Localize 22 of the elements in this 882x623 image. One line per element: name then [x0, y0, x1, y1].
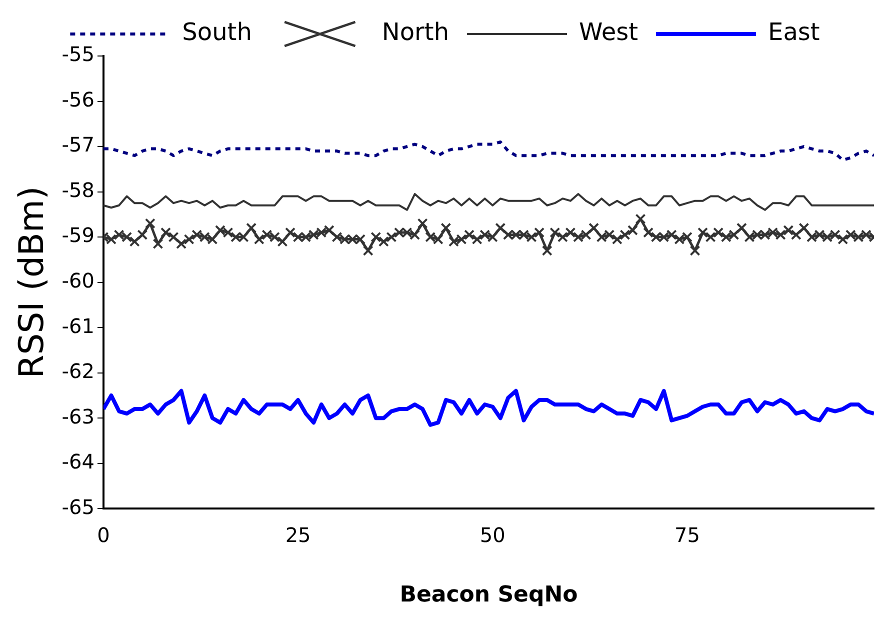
- y-tick-label: -58: [62, 178, 94, 202]
- x-tick-label: 50: [480, 522, 506, 547]
- x-tick-label: 0: [97, 522, 110, 547]
- y-axis-title: RSSI (dBm): [12, 186, 52, 378]
- y-tick-label: -56: [62, 87, 94, 112]
- legend-label: West: [579, 18, 638, 46]
- y-tick-label: -59: [62, 223, 94, 248]
- x-axis-title: Beacon SeqNo: [400, 582, 578, 608]
- y-tick-label: -63: [62, 404, 94, 428]
- y-tick-label: -65: [62, 494, 94, 519]
- line-series: [103, 140, 874, 162]
- y-tick-label: -60: [62, 268, 94, 293]
- legend-label: South: [182, 18, 252, 46]
- y-tick-label: -57: [62, 132, 94, 157]
- x-tick-label: 75: [674, 522, 700, 547]
- y-tick-label: -61: [62, 314, 94, 338]
- y-tick-label: -64: [62, 450, 94, 474]
- legend-label: North: [382, 18, 450, 46]
- x-tick-label: 25: [285, 522, 311, 547]
- legend-label: East: [768, 18, 820, 46]
- y-tick-label: -62: [62, 359, 94, 384]
- y-tick-label: -55: [62, 42, 94, 66]
